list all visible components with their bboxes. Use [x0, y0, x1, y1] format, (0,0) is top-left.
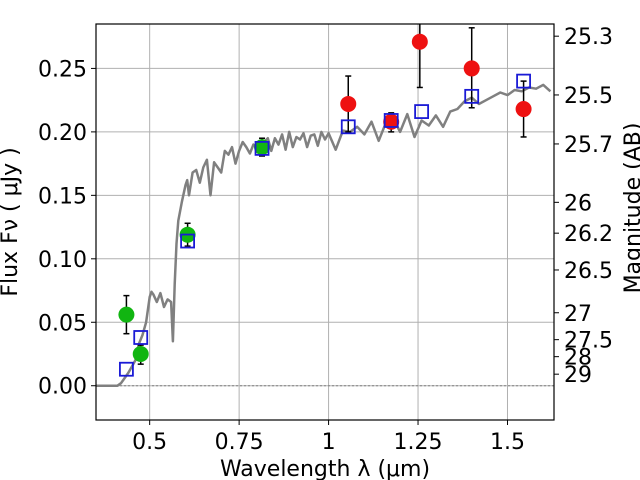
- series-2-point-6: [414, 104, 430, 119]
- y2-tick-label: 26: [564, 191, 592, 216]
- series-2-point-4: [340, 119, 356, 135]
- series-2-point-1: [133, 330, 149, 345]
- series-0-point-0: [118, 306, 135, 323]
- series-2-point-0: [119, 361, 134, 377]
- x-tick-label: 0.75: [215, 430, 264, 455]
- series-2-point-5: [383, 113, 399, 128]
- y2-tick-label: 27: [564, 302, 592, 327]
- y-tick-label: 0.05: [38, 311, 87, 336]
- y2-tick-label: 26.2: [564, 222, 613, 247]
- y2-axis-label: Magnitude (AB): [621, 123, 640, 294]
- y-tick-label: 0.10: [38, 248, 87, 273]
- y-tick-label: 0.15: [38, 184, 87, 209]
- x-tick-label: 1: [322, 430, 336, 455]
- series-1-point-4: [515, 101, 532, 118]
- series-1-point-3: [463, 60, 480, 77]
- series-2-point-2: [180, 233, 196, 249]
- y-tick-label: 0.25: [38, 57, 87, 82]
- y2-tick-label: 26.5: [564, 259, 613, 284]
- y2-tick-label: 25.7: [564, 133, 613, 158]
- plot-frame: [95, 23, 555, 421]
- series-1-point-1: [383, 113, 400, 130]
- y2-tick-label: 25.5: [564, 84, 613, 109]
- series-2-point-3: [254, 140, 270, 156]
- y2-tick-label: 29: [564, 363, 592, 388]
- series-1-point-2: [411, 33, 428, 50]
- x-axis-label: Wavelength λ (μm): [220, 457, 430, 480]
- x-tick-label: 0.5: [132, 430, 167, 455]
- y-tick-label: 0.20: [38, 121, 87, 146]
- series-0-point-1: [132, 346, 149, 362]
- x-tick-label: 1.25: [394, 430, 443, 455]
- y-axis-ticks: 0.00 0.05 0.10 0.15 0.20 0.25: [38, 57, 96, 400]
- series-2-point-8: [516, 73, 531, 89]
- y-tick-label: 0.00: [38, 375, 87, 400]
- grid: [96, 24, 554, 420]
- series-2-point-7: [464, 88, 480, 104]
- y-axis-label: Flux Fν ( μJy ): [0, 147, 23, 296]
- error-bars: [123, 24, 527, 365]
- x-axis-ticks: 0.5 0.75 1 1.25 1.5: [132, 420, 525, 455]
- y2-tick-label: 25.3: [564, 25, 613, 50]
- x-tick-label: 1.5: [490, 430, 525, 455]
- series-1-point-0: [340, 95, 357, 112]
- model-spectrum: [96, 83, 552, 387]
- model-spectrum-line: [96, 83, 552, 387]
- y2-tick-label: 27.5: [564, 329, 613, 354]
- y2-tick-label: 28: [564, 346, 592, 371]
- series-0-point-3: [254, 139, 271, 156]
- data-points: [118, 33, 532, 377]
